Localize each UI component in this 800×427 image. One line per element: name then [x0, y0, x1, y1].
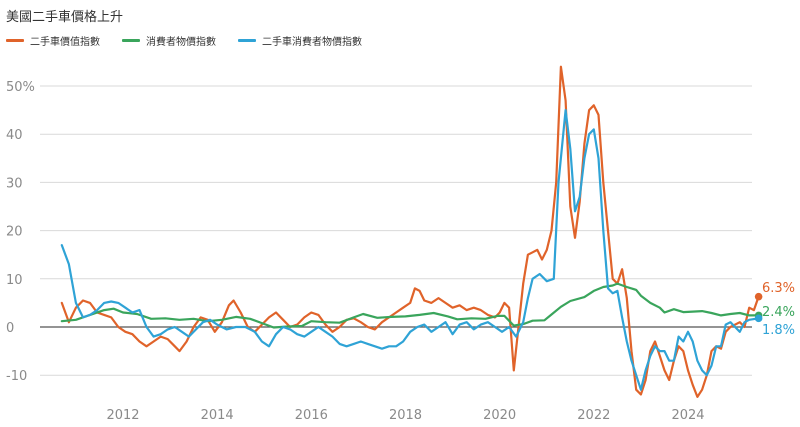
legend-item-used-car-cpi: 二手車消費者物價指數 [238, 33, 362, 48]
x-tick-label: 2012 [106, 408, 139, 423]
series-line-2 [60, 109, 760, 391]
legend-swatch-cpi [122, 39, 140, 42]
x-tick-label: 2018 [389, 408, 422, 423]
series-end-marker-0 [754, 292, 763, 301]
x-tick-label: 2016 [295, 408, 328, 423]
y-tick-label: 40 [6, 128, 23, 143]
series-end-label-2: 1.8% [762, 323, 795, 338]
legend-item-cpi: 消費者物價指數 [122, 33, 216, 48]
series-end-label-0: 6.3% [762, 281, 795, 296]
y-tick-label: 30 [6, 176, 23, 191]
legend-item-used-car-value: 二手車價值指數 [6, 33, 100, 48]
y-tick-label: 10 [6, 273, 23, 288]
chart-legend: 二手車價值指數 消費者物價指數 二手車消費者物價指數 [6, 33, 362, 48]
legend-label-used-car-value: 二手車價值指數 [30, 37, 100, 48]
x-tick-label: 2024 [671, 408, 704, 423]
y-tick-label: 20 [6, 225, 23, 240]
x-tick-label: 2014 [201, 408, 234, 423]
legend-label-cpi: 消費者物價指數 [146, 37, 216, 48]
legend-swatch-used-car-cpi [238, 39, 256, 42]
series-end-label-1: 2.4% [762, 305, 795, 320]
x-tick-label: 2022 [577, 408, 610, 423]
y-tick-label: 0 [6, 321, 14, 336]
x-tick-label: 2020 [483, 408, 516, 423]
series-end-marker-2 [754, 314, 763, 323]
y-tick-label: 50% [6, 80, 35, 95]
y-tick-label: -10 [6, 369, 27, 384]
series-line-1 [60, 282, 760, 329]
legend-swatch-used-car-value [6, 39, 24, 42]
chart-title: 美國二手車價格上升 [6, 10, 124, 25]
legend-label-used-car-cpi: 二手車消費者物價指數 [262, 37, 362, 48]
